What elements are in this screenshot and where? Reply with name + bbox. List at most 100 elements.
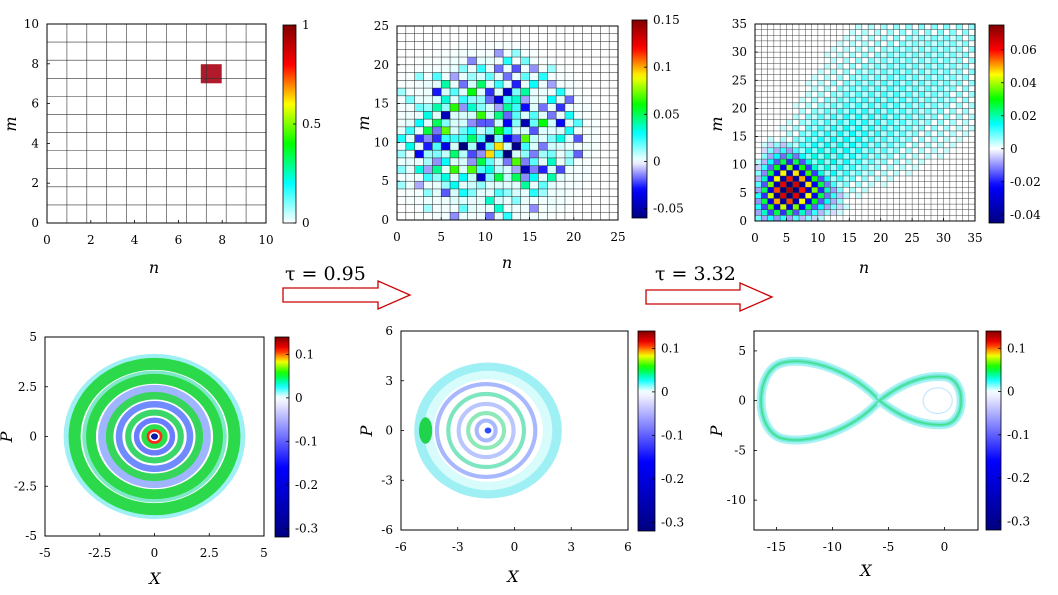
matrix-cell (836, 164, 843, 171)
matrix-cell (494, 157, 504, 166)
matrix-cell (485, 111, 495, 120)
matrix-cell (931, 136, 938, 143)
matrix-cell (912, 52, 919, 58)
matrix-cell (414, 126, 424, 135)
matrix-cell (467, 150, 477, 158)
matrix-cell (423, 212, 433, 220)
colorbar-tick-label: -0.2 (1007, 471, 1030, 485)
matrix-cell (855, 130, 862, 137)
matrix-cell (503, 103, 512, 112)
matrix-cell (830, 119, 837, 126)
matrix-cell (861, 119, 869, 126)
matrix-cell (868, 119, 875, 126)
matrix-cell (485, 165, 495, 174)
matrix-cell (962, 85, 969, 92)
matrix-cell (503, 126, 512, 135)
matrix-cell (511, 57, 521, 65)
matrix-cell (836, 130, 843, 137)
plot-frame (46, 23, 267, 224)
matrix-cell (529, 49, 539, 58)
matrix-cell (476, 88, 486, 96)
matrix-cell (799, 170, 806, 176)
matrix-cell (931, 35, 938, 41)
matrix-cell (441, 95, 451, 104)
matrix-cell (573, 111, 583, 120)
matrix-cell (591, 119, 601, 127)
matrix-cell (494, 142, 504, 151)
x-tick-label: 0 (43, 233, 51, 247)
matrix-cell (805, 102, 812, 109)
matrix-cell (564, 150, 574, 158)
matrix-cell (824, 52, 831, 58)
matrix-cell (924, 74, 931, 81)
wigner-ring (141, 424, 168, 449)
matrix-cell (956, 136, 963, 143)
colorbar-tick-label: -0.05 (653, 202, 684, 216)
matrix-cells (755, 24, 975, 221)
matrix-cell (943, 91, 950, 98)
matrix-cell (905, 40, 913, 47)
matrix-cell (887, 91, 894, 98)
matrix-cell (949, 69, 957, 75)
matrix-cell (511, 181, 521, 189)
matrix-cell (556, 204, 565, 213)
matrix-cell (503, 111, 512, 120)
matrix-cell (811, 198, 818, 205)
matrix-cell (887, 102, 894, 109)
matrix-cell (956, 69, 963, 75)
matrix-cell (887, 74, 894, 81)
matrix-cell (467, 126, 477, 135)
matrix-cell (849, 108, 856, 115)
matrix-cell (805, 147, 812, 154)
matrix-cell (887, 130, 894, 137)
matrix-cell (591, 134, 601, 143)
matrix-cell (905, 57, 913, 64)
matrix-cell (836, 52, 843, 58)
matrix-cell (893, 63, 900, 70)
matrix-cell (805, 136, 812, 143)
matrix-cell (893, 74, 900, 81)
matrix-cell (899, 119, 906, 126)
matrix-cell (582, 103, 592, 112)
matrix-cell (450, 95, 459, 104)
matrix-cell (520, 88, 530, 96)
matrix-cell (397, 111, 406, 120)
matrix-cell (582, 88, 592, 96)
matrix-cell (503, 80, 512, 89)
matrix-cells (200, 64, 222, 84)
matrix-cell (899, 97, 906, 103)
matrix-cell (874, 142, 881, 148)
matrix-cell (423, 95, 433, 104)
matrix-cell (855, 153, 862, 160)
matrix-cell (397, 181, 406, 189)
matrix-cell (861, 91, 869, 98)
matrix-cell (836, 170, 843, 176)
matrix-cell (849, 187, 856, 193)
matrix-cell (547, 80, 557, 89)
matrix-cell (582, 95, 592, 104)
matrix-cell (485, 150, 495, 158)
y-tick-label: -10 (727, 493, 746, 507)
y-tick-label: 2 (31, 176, 39, 190)
matrix-cell (943, 52, 950, 58)
wigner-separatrix-core (760, 360, 881, 441)
matrix-cell (476, 188, 486, 197)
matrix-cell (786, 130, 793, 137)
matrix-cell (817, 153, 825, 160)
wigner-ring (82, 370, 227, 503)
x-axis-label: n (859, 258, 869, 277)
matrix-cell (861, 130, 869, 137)
matrix-cell (529, 150, 539, 158)
x-tick-label: 3 (567, 540, 575, 554)
matrix-cell (503, 41, 512, 50)
matrix-cell (799, 164, 806, 171)
matrix-cell (811, 209, 818, 216)
matrix-cell (773, 170, 781, 176)
matrix-cell (529, 57, 539, 65)
matrix-cell (485, 64, 495, 73)
matrix-cell (799, 97, 806, 103)
matrix-cell (912, 46, 919, 53)
x-tick-label: -3 (452, 540, 464, 554)
matrix-cell (861, 164, 869, 171)
colorbar-tick-label: 0.1 (661, 341, 680, 355)
